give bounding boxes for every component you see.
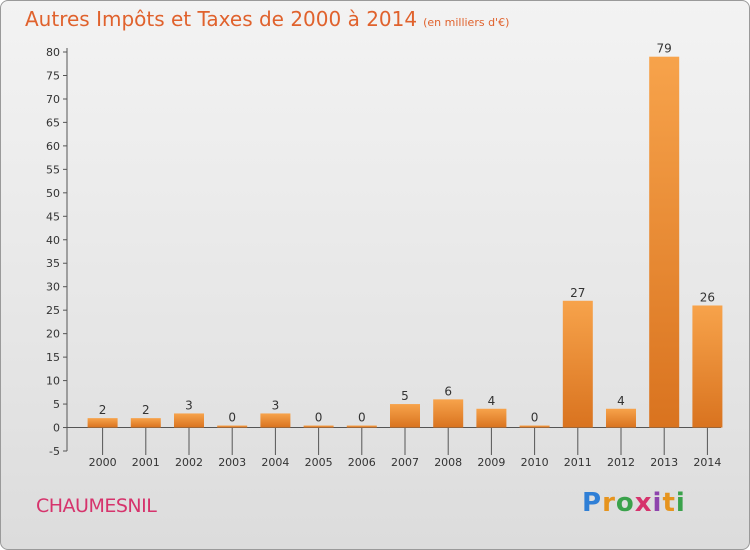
data-label: 79: [657, 42, 672, 56]
y-tick-label: 10: [46, 375, 60, 388]
data-label: 27: [570, 286, 585, 300]
x-tick-label: 2010: [521, 456, 549, 469]
y-tick-label: 35: [46, 257, 60, 270]
y-tick-label: 45: [46, 210, 60, 223]
y-tick-label: 40: [46, 234, 60, 247]
bar: [87, 418, 118, 428]
y-tick-label: 60: [46, 140, 60, 153]
bar: [174, 413, 204, 428]
data-label: 4: [617, 394, 625, 408]
bar: [217, 425, 248, 428]
bar: [390, 404, 420, 428]
x-tick-label: 2001: [132, 456, 160, 469]
bar: [606, 408, 636, 428]
x-tick-label: 2005: [305, 456, 333, 469]
x-tick-label: 2008: [434, 456, 462, 469]
x-tick-label: 2000: [89, 456, 117, 469]
y-tick-label: 65: [46, 116, 60, 129]
y-tick-label: 30: [46, 281, 60, 294]
x-tick-label: 2014: [693, 456, 721, 469]
data-label: 2: [99, 403, 107, 417]
x-tick-label: 2006: [348, 456, 376, 469]
y-tick-label: 55: [46, 163, 60, 176]
data-label: 0: [228, 411, 236, 425]
data-label: 0: [315, 411, 323, 425]
proxiti-logo: Proxiti: [582, 488, 686, 518]
chart-bars: 2 2 3 0 3 0 0 5 6 4 0 27 4 79 26: [87, 42, 723, 428]
bar: [130, 418, 161, 428]
bar: [303, 425, 334, 428]
y-tick-label: 80: [46, 46, 60, 59]
bar: [519, 425, 550, 428]
data-label: 4: [488, 394, 496, 408]
chart-subtitle: (en milliers d'€): [423, 16, 510, 29]
x-tick-label: 2009: [477, 456, 505, 469]
bar: [346, 425, 377, 428]
bar: [692, 305, 723, 428]
bar: [260, 413, 291, 428]
x-tick-label: 2013: [650, 456, 678, 469]
y-tick-label: -5: [49, 445, 60, 458]
chart-title: Autres Impôts et Taxes de 2000 à 2014 (en…: [25, 7, 509, 31]
bar: [433, 399, 464, 428]
y-tick-label: 0: [53, 422, 60, 435]
commune-name: CHAUMESNIL: [36, 495, 157, 517]
y-tick-label: 15: [46, 351, 60, 364]
y-tick-label: 25: [46, 304, 60, 317]
title-text: Autres Impôts et Taxes de 2000 à 2014: [25, 7, 418, 31]
y-tick-label: 70: [46, 93, 60, 106]
data-label: 3: [185, 398, 193, 412]
x-tick-label: 2003: [218, 456, 246, 469]
data-label: 0: [531, 411, 539, 425]
y-tick-label: 5: [53, 398, 60, 411]
x-tick-label: 2007: [391, 456, 419, 469]
bar: [649, 56, 680, 428]
bar: [476, 408, 507, 428]
data-label: 3: [272, 398, 280, 412]
x-tick-label: 2004: [261, 456, 289, 469]
x-tick-label: 2002: [175, 456, 203, 469]
data-label: 0: [358, 411, 366, 425]
y-tick-label: 75: [46, 69, 60, 82]
y-tick-label: 20: [46, 328, 60, 341]
data-label: 26: [700, 290, 715, 304]
data-label: 2: [142, 403, 150, 417]
x-tick-label: 2012: [607, 456, 635, 469]
y-tick-label: 50: [46, 187, 60, 200]
data-label: 6: [444, 384, 452, 398]
bar: [562, 300, 593, 428]
x-tick-label: 2011: [564, 456, 592, 469]
data-label: 5: [401, 389, 409, 403]
